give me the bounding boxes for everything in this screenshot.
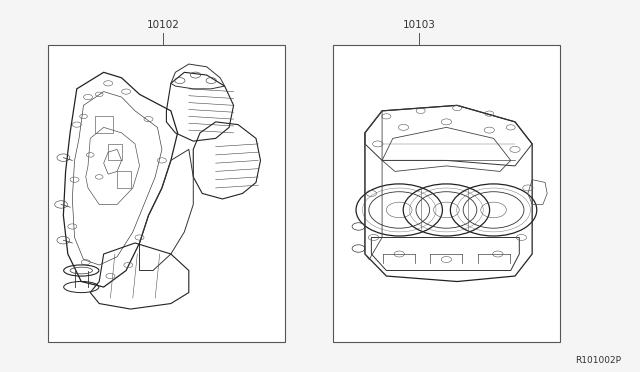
Bar xyxy=(333,45,560,342)
Text: 10102: 10102 xyxy=(147,20,180,30)
Text: R101002P: R101002P xyxy=(575,356,621,365)
Text: 10103: 10103 xyxy=(403,20,436,30)
Bar xyxy=(48,45,285,342)
